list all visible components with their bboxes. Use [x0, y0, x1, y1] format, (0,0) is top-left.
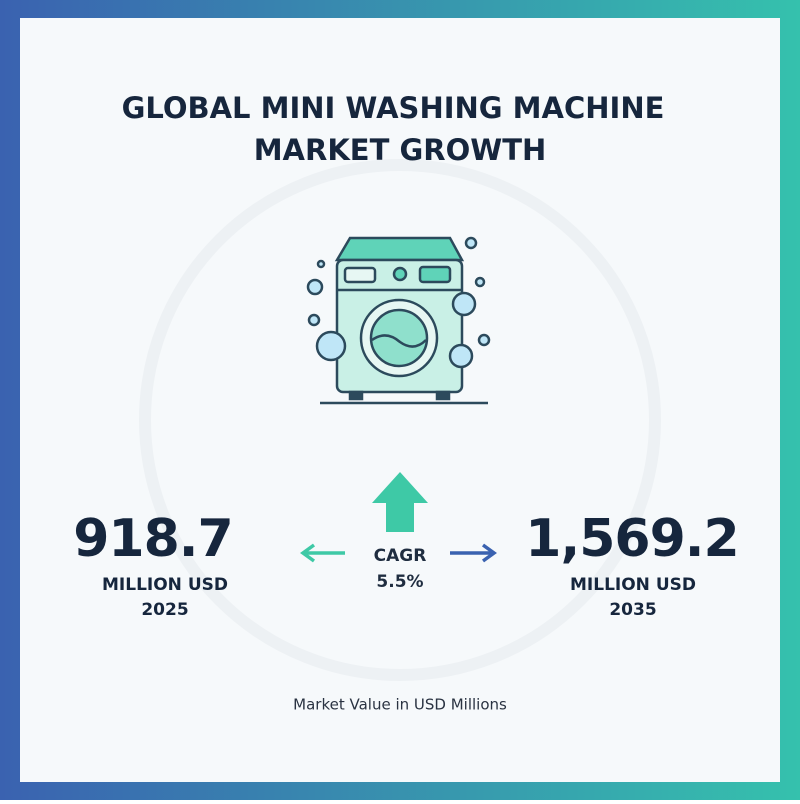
end-unit: MILLION USD — [570, 575, 696, 595]
footnote: Market Value in USD Millions — [293, 696, 507, 714]
right-arrow — [450, 543, 497, 563]
left-arrow — [300, 543, 345, 563]
title-line: GLOBAL MINI WASHING MACHINE — [122, 91, 665, 125]
start-value: 918.7 — [73, 509, 232, 569]
cagr-value: 5.5% — [376, 572, 423, 592]
title-line: MARKET GROWTH — [254, 133, 547, 167]
up-arrow — [372, 472, 428, 532]
end-year: 2035 — [609, 600, 656, 620]
washing-machine-icon — [306, 236, 491, 405]
start-unit: MILLION USD — [102, 575, 228, 595]
end-value: 1,569.2 — [525, 509, 738, 569]
cagr-label: CAGR — [374, 546, 427, 566]
background-ring — [139, 159, 661, 681]
start-year: 2025 — [141, 600, 188, 620]
